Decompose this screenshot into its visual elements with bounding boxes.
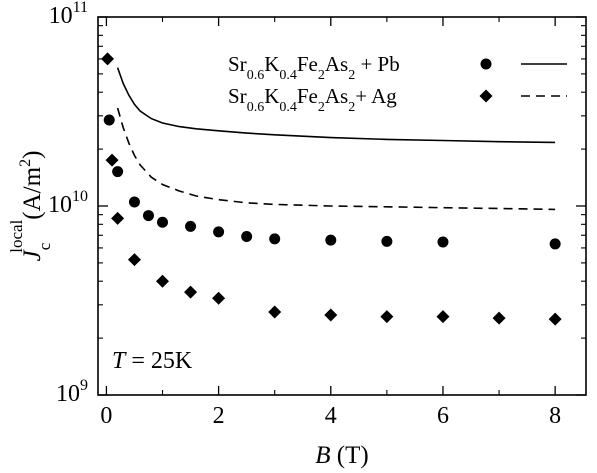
data-point-diamond	[548, 312, 562, 326]
data-point-circle	[241, 230, 253, 242]
data-point-diamond	[324, 308, 338, 322]
data-point-diamond	[127, 253, 141, 267]
data-point-diamond	[212, 291, 226, 305]
x-tick-label: 4	[325, 403, 337, 429]
data-point-circle	[437, 236, 449, 248]
x-tick-label: 2	[213, 403, 225, 429]
data-point-circle	[269, 233, 281, 245]
data-point-circle	[142, 210, 154, 222]
x-tick-label: 8	[549, 403, 561, 429]
data-point-diamond	[492, 311, 506, 325]
y-tick-label: 109	[56, 377, 88, 407]
legend-marker-circle	[480, 58, 492, 70]
data-point-circle	[381, 235, 393, 247]
data-point-diamond	[184, 285, 198, 299]
y-tick-label: 1011	[49, 0, 88, 29]
data-point-circle	[325, 234, 337, 246]
data-point-circle	[112, 166, 124, 178]
data-point-diamond	[380, 310, 394, 324]
data-point-circle	[128, 196, 140, 208]
data-point-circle	[213, 226, 225, 238]
data-point-diamond	[111, 211, 125, 225]
data-point-diamond	[156, 274, 170, 288]
y-tick-label: 1010	[48, 188, 88, 218]
data-point-diamond	[268, 305, 282, 319]
fit-line-dashed	[116, 107, 556, 211]
legend-label: Sr0.6K0.4Fe2As2+ Ag	[228, 84, 397, 115]
data-point-circle	[549, 238, 561, 250]
x-tick-label: 6	[437, 403, 449, 429]
legend-marker-diamond	[479, 89, 493, 103]
data-point-diamond	[436, 310, 450, 324]
data-point-diamond	[101, 52, 115, 66]
x-axis-label: B (T)	[315, 442, 368, 469]
data-point-circle	[185, 220, 197, 232]
data-point-circle	[157, 216, 169, 228]
x-tick-label: 0	[100, 403, 112, 429]
y-axis-label: Jclocal(A/m2)	[7, 151, 54, 262]
data-point-diamond	[105, 153, 119, 167]
data-point-circle	[103, 114, 115, 126]
legend-label: Sr0.6K0.4Fe2As2 + Pb	[228, 52, 400, 83]
fit-line-solid	[116, 67, 556, 144]
temperature-annotation: T = 25K	[112, 348, 193, 374]
